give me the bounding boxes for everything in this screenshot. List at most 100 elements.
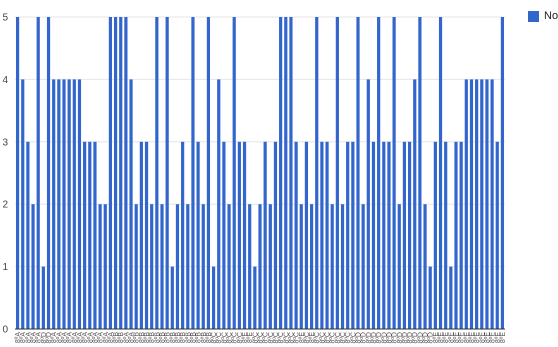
x-tick-label: 8ºA — [62, 332, 69, 343]
bar — [253, 266, 257, 329]
bar — [191, 17, 195, 329]
bar — [444, 141, 448, 329]
bar — [41, 266, 45, 329]
bar — [423, 204, 427, 329]
bar — [113, 17, 118, 329]
bar — [377, 17, 381, 329]
bar — [108, 17, 113, 329]
bar — [392, 17, 396, 329]
x-tick-label: 8ºA — [123, 332, 130, 343]
bar — [366, 79, 370, 330]
x-tick-label: 8ºB — [139, 332, 146, 343]
x-tick-label: 8ºD — [392, 332, 399, 344]
bar — [490, 79, 494, 330]
bar — [46, 17, 51, 329]
x-tick-label: 8ºA — [82, 332, 89, 343]
bar — [500, 17, 505, 329]
bar — [413, 79, 417, 330]
bar — [211, 266, 216, 329]
x-tick-label: 8ºA — [72, 332, 79, 343]
bar — [237, 141, 241, 329]
bar — [134, 204, 138, 329]
bar — [335, 17, 339, 329]
x-tick-label: 8ºA — [15, 332, 22, 343]
bar — [371, 141, 376, 329]
bar — [31, 204, 35, 329]
x-tick-label: 8ºE — [469, 332, 476, 343]
x-tick-label: 8ºE — [454, 332, 461, 343]
x-tick-label: 8ºB — [118, 332, 125, 343]
x-tick-label: 8ºB — [134, 332, 141, 343]
bar — [258, 204, 262, 329]
x-tick-label: 8ºE — [500, 332, 507, 343]
x-tick-label: 8ºD — [412, 332, 419, 344]
x-tick-label: 8ºC — [330, 332, 337, 344]
bar — [387, 141, 391, 329]
x-tick-label: 8ºC — [304, 332, 311, 344]
x-tick-label: 8ºC — [268, 332, 275, 344]
y-tick-label: 2 — [2, 200, 8, 211]
bar — [139, 141, 143, 329]
x-tick-label: 8ºC — [340, 332, 347, 344]
x-tick-label: 8ºC — [227, 332, 234, 344]
bar — [263, 141, 267, 329]
x-tick-label: 8ºC — [350, 332, 357, 344]
bar — [67, 79, 71, 330]
bar — [160, 204, 164, 329]
x-tick-label: 8ºA — [129, 332, 136, 343]
bar — [62, 79, 66, 330]
bar — [72, 79, 76, 330]
x-tick-label: 8ºC — [252, 332, 259, 344]
bar — [57, 79, 61, 330]
bar — [433, 141, 437, 329]
bar — [346, 141, 350, 329]
x-tick-label: 8ºB — [206, 332, 213, 343]
x-tick-label: 8ºD — [361, 332, 368, 344]
x-tick-label: 8ºE — [433, 332, 440, 343]
x-tick-label: 8ºD — [417, 332, 424, 344]
legend-swatch — [528, 10, 539, 22]
bar — [217, 79, 221, 330]
bar — [175, 204, 180, 329]
bar — [480, 79, 484, 330]
bar — [289, 17, 293, 329]
x-tick-label: 8ºC — [273, 332, 280, 344]
bar — [279, 17, 283, 329]
bar — [119, 17, 123, 329]
x-tick-label: 8ºC — [314, 332, 321, 344]
bar — [222, 141, 226, 329]
x-tick-label: 8ºC — [319, 332, 326, 344]
bar — [103, 204, 107, 329]
bar — [356, 17, 360, 329]
x-tick-label: 8ºA — [98, 332, 105, 343]
bar — [242, 141, 247, 329]
bar — [124, 17, 128, 329]
x-tick-label: 8ºA — [51, 332, 58, 343]
y-tick-label: 5 — [2, 13, 8, 24]
x-tick-label: 8ºD — [366, 332, 373, 344]
x-tick-label: 8ºE — [479, 332, 486, 343]
legend-label: Nota — [544, 10, 558, 22]
bar — [186, 204, 190, 329]
x-tick-label: 8ºD — [356, 332, 363, 344]
x-tick-label: 8ºE — [242, 332, 249, 343]
bar — [21, 79, 25, 330]
x-tick-label: 8ºC — [278, 332, 285, 344]
x-tick-label: 8ºA — [92, 332, 99, 343]
bar — [83, 141, 87, 329]
y-tick-label: 1 — [2, 262, 8, 273]
x-tick-label: 8ºC — [294, 332, 301, 344]
bar — [52, 79, 56, 330]
x-tick-label: 8ºC — [335, 332, 342, 344]
bar — [397, 204, 401, 329]
bar — [248, 204, 252, 329]
x-tick-label: 8ºB — [165, 332, 172, 343]
bar — [361, 204, 365, 329]
bar — [170, 266, 174, 329]
bar — [449, 266, 453, 329]
x-tick-label: 8ºC — [325, 332, 332, 344]
x-tick-label: 8ºE — [474, 332, 481, 343]
bar — [325, 141, 329, 329]
x-tick-label: 8ºD — [423, 332, 430, 344]
